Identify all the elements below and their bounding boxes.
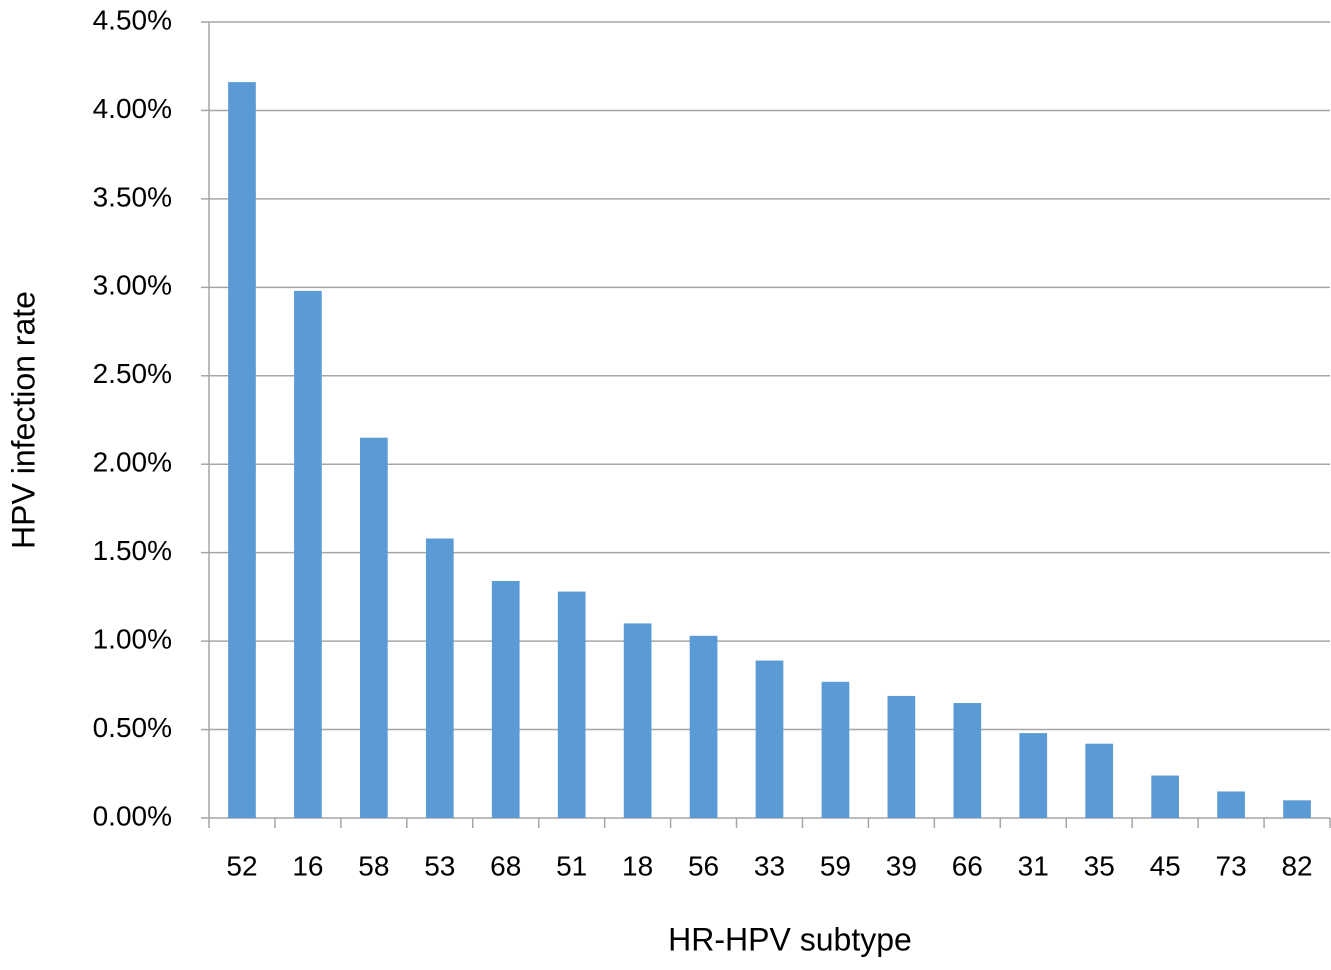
x-tick-label: 73 [1216, 850, 1247, 881]
x-tick-label: 66 [952, 850, 983, 881]
bar [491, 580, 520, 818]
x-tick-label: 51 [556, 850, 587, 881]
bar [953, 703, 982, 818]
bar [623, 623, 652, 818]
bar [425, 538, 454, 818]
x-tick-label: 52 [226, 850, 257, 881]
x-axis-title: HR-HPV subtype [668, 921, 912, 957]
x-tick-label: 45 [1150, 850, 1181, 881]
x-tick-label: 59 [820, 850, 851, 881]
x-tick-label: 68 [490, 850, 521, 881]
bar [360, 437, 388, 818]
x-tick-label: 33 [754, 850, 785, 881]
x-tick-label: 53 [424, 850, 455, 881]
x-tick-label: 82 [1281, 850, 1312, 881]
y-tick-label: 0.00% [93, 800, 172, 831]
x-tick-label: 58 [358, 850, 389, 881]
x-tick-label: 35 [1084, 850, 1115, 881]
x-tick-label: 31 [1018, 850, 1049, 881]
bar [755, 660, 784, 818]
bar [228, 82, 256, 819]
x-tick-label: 16 [292, 850, 323, 881]
y-tick-label: 4.00% [93, 93, 172, 124]
bar [1019, 733, 1048, 818]
bar [1217, 791, 1245, 818]
y-tick-label: 1.00% [93, 624, 172, 655]
y-axis-title: HPV infection rate [5, 291, 41, 549]
y-tick-label: 2.50% [93, 358, 172, 389]
bar [1085, 743, 1114, 818]
bar [821, 681, 850, 818]
y-tick-label: 2.00% [93, 447, 172, 478]
bar [294, 290, 322, 819]
bar [1283, 800, 1311, 818]
x-tick-label: 18 [622, 850, 653, 881]
y-tick-label: 3.00% [93, 270, 172, 301]
x-tick-label: 39 [886, 850, 917, 881]
y-tick-label: 0.50% [93, 712, 172, 743]
x-tick-label: 56 [688, 850, 719, 881]
y-tick-label: 3.50% [93, 181, 172, 212]
bar [1151, 775, 1179, 818]
bar [557, 591, 586, 818]
bar [689, 635, 718, 818]
y-tick-label: 4.50% [93, 4, 172, 35]
y-tick-label: 1.50% [93, 535, 172, 566]
bar [887, 695, 916, 818]
